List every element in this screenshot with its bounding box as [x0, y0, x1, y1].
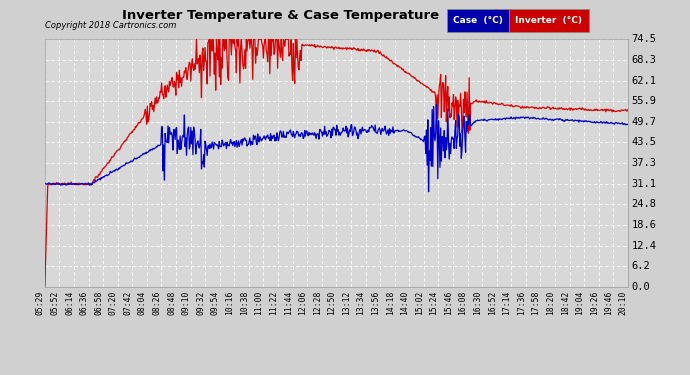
Text: 16:30: 16:30	[473, 291, 482, 315]
Text: 49.7: 49.7	[631, 117, 656, 127]
Text: 20:10: 20:10	[619, 291, 628, 315]
Text: 0.0: 0.0	[631, 282, 650, 292]
Text: 11:00: 11:00	[255, 291, 264, 315]
Text: 08:26: 08:26	[152, 291, 161, 315]
Text: 37.3: 37.3	[631, 158, 656, 168]
Text: 17:36: 17:36	[517, 291, 526, 315]
Text: 18.6: 18.6	[631, 220, 656, 230]
Text: 09:32: 09:32	[196, 291, 205, 315]
Text: 11:22: 11:22	[269, 291, 278, 315]
Text: 19:04: 19:04	[575, 291, 584, 315]
Text: 15:24: 15:24	[429, 291, 438, 315]
Text: 55.9: 55.9	[631, 96, 656, 106]
Text: 13:34: 13:34	[357, 291, 366, 315]
Text: 15:46: 15:46	[444, 291, 453, 315]
Text: 06:58: 06:58	[94, 291, 104, 315]
Text: 19:26: 19:26	[590, 291, 599, 315]
Text: 10:38: 10:38	[240, 291, 249, 315]
Text: Inverter Temperature & Case Temperature  Tue Jul 17 20:28: Inverter Temperature & Case Temperature …	[122, 9, 568, 22]
Text: 24.8: 24.8	[631, 200, 656, 210]
Text: 07:42: 07:42	[124, 291, 132, 315]
Text: 74.5: 74.5	[631, 34, 656, 44]
Text: 62.1: 62.1	[631, 76, 656, 86]
Text: Copyright 2018 Cartronics.com: Copyright 2018 Cartronics.com	[45, 21, 176, 30]
Text: 05:52: 05:52	[50, 291, 59, 315]
Text: Inverter  (°C): Inverter (°C)	[515, 16, 582, 25]
Text: 12.4: 12.4	[631, 241, 656, 250]
Text: 16:08: 16:08	[459, 291, 468, 315]
Text: 09:54: 09:54	[210, 291, 219, 315]
Text: 17:14: 17:14	[502, 291, 511, 315]
Text: 09:10: 09:10	[181, 291, 190, 315]
Text: 14:18: 14:18	[386, 291, 395, 315]
Text: 10:16: 10:16	[226, 291, 235, 315]
Text: 12:06: 12:06	[298, 291, 307, 315]
Text: 31.1: 31.1	[631, 178, 656, 189]
Text: 08:04: 08:04	[138, 291, 147, 315]
Text: 14:40: 14:40	[400, 291, 409, 315]
Text: 18:20: 18:20	[546, 291, 555, 315]
Text: 68.3: 68.3	[631, 55, 656, 65]
Text: 18:42: 18:42	[560, 291, 569, 315]
Text: 06:36: 06:36	[79, 291, 88, 315]
Text: 12:50: 12:50	[327, 291, 337, 315]
Text: 07:20: 07:20	[109, 291, 118, 315]
Text: 17:58: 17:58	[531, 291, 540, 315]
Text: 06:14: 06:14	[65, 291, 74, 315]
Text: 13:12: 13:12	[342, 291, 351, 315]
Text: 12:28: 12:28	[313, 291, 322, 315]
Text: 19:46: 19:46	[604, 291, 613, 315]
Text: 16:52: 16:52	[488, 291, 497, 315]
Text: 13:56: 13:56	[371, 291, 380, 315]
Text: 05:29: 05:29	[36, 291, 45, 315]
Text: Case  (°C): Case (°C)	[453, 16, 503, 25]
Text: 08:48: 08:48	[167, 291, 176, 315]
Text: 11:44: 11:44	[284, 291, 293, 315]
Text: 6.2: 6.2	[631, 261, 650, 271]
Text: 43.5: 43.5	[631, 137, 656, 147]
Text: 15:02: 15:02	[415, 291, 424, 315]
